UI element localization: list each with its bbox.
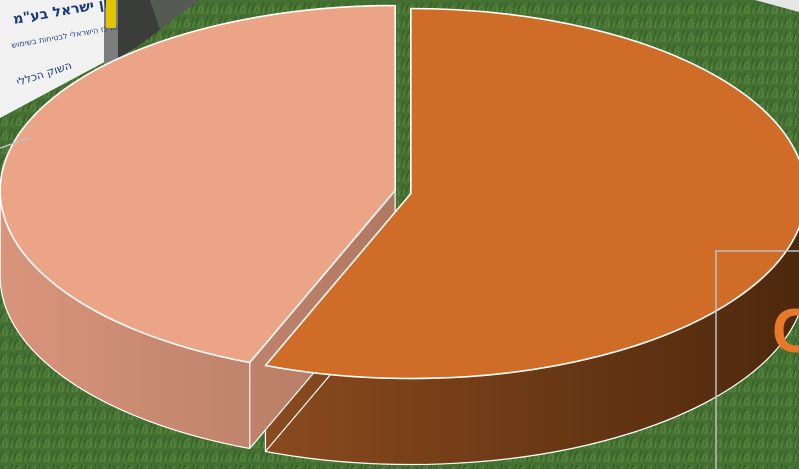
slice-label-partial: C: [772, 297, 799, 366]
